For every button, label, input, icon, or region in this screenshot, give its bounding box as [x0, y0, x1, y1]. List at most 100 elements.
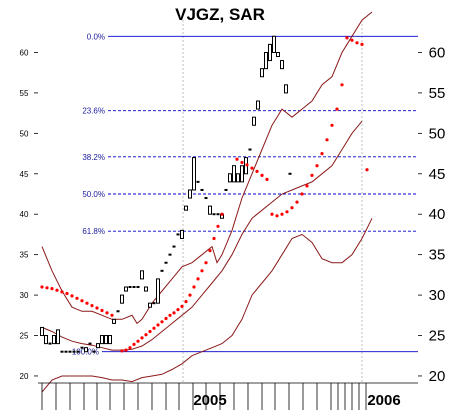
- sar-point: [45, 286, 49, 290]
- sar-point: [152, 326, 156, 330]
- sar-point: [280, 212, 284, 216]
- sar-point: [192, 285, 196, 289]
- sar-point: [124, 348, 128, 352]
- sar-point: [245, 163, 249, 167]
- sar-point: [164, 316, 168, 321]
- sar-point: [216, 224, 220, 228]
- sar-point: [315, 164, 319, 168]
- left-tick-label: 60: [20, 48, 29, 57]
- price-bar: [268, 43, 272, 62]
- fib-label: 50.0%: [82, 190, 105, 199]
- sar-point: [156, 323, 160, 327]
- sar-point: [55, 288, 59, 292]
- sar-point: [265, 177, 269, 181]
- price-bar: [80, 346, 84, 349]
- price-bar: [56, 329, 60, 345]
- price-bar: [88, 342, 92, 345]
- sar-point: [110, 313, 114, 317]
- price-bar: [252, 116, 256, 126]
- year-label: 2006: [367, 392, 400, 409]
- sar-point: [180, 304, 184, 308]
- price-bar: [236, 173, 240, 183]
- sar-point: [290, 206, 294, 210]
- sar-point: [100, 308, 104, 313]
- sar-point: [50, 287, 54, 291]
- left-tick-label: 45: [20, 170, 29, 179]
- sar-point: [300, 192, 304, 196]
- price-bar: [64, 350, 68, 353]
- right-tick-label: 20: [429, 368, 446, 385]
- price-bar: [92, 350, 96, 353]
- sar-point: [240, 160, 244, 165]
- upper-band-line: [41, 11, 373, 325]
- sar-point: [320, 152, 324, 156]
- sar-point: [270, 212, 274, 216]
- year-label: 2005: [193, 392, 226, 409]
- sar-point: [255, 169, 259, 173]
- price-bar: [196, 180, 200, 183]
- left-tick-label: 30: [20, 291, 29, 300]
- sar-point: [305, 184, 309, 188]
- price-bar: [132, 286, 136, 288]
- sar-point: [208, 249, 212, 253]
- sar-point: [350, 38, 354, 42]
- sar-point: [80, 299, 84, 303]
- right-tick-label: 60: [429, 44, 446, 61]
- sar-point: [90, 304, 94, 308]
- sar-point: [212, 236, 216, 241]
- right-tick-label: 45: [429, 166, 446, 183]
- price-bar: [148, 302, 152, 308]
- price-bar: [176, 233, 180, 236]
- price-bar: [188, 189, 192, 199]
- sar-point: [70, 294, 74, 298]
- price-bar: [48, 342, 52, 345]
- price-bar: [116, 310, 120, 313]
- price-bar: [160, 269, 164, 272]
- price-bar: [140, 270, 144, 280]
- right-tick-label: 35: [429, 247, 446, 264]
- sar-point: [75, 296, 79, 300]
- sar-point: [275, 214, 279, 218]
- sar-point: [140, 336, 144, 340]
- price-bar: [156, 278, 160, 304]
- price-bar: [224, 188, 228, 191]
- left-tick-label: 40: [20, 210, 29, 219]
- price-bar: [288, 172, 292, 175]
- sar-point: [40, 285, 44, 289]
- sar-point: [365, 168, 369, 172]
- fib-label: 61.8%: [82, 227, 105, 236]
- sar-point: [204, 261, 208, 265]
- sar-point: [196, 277, 200, 281]
- price-bar: [208, 205, 212, 215]
- sar-point: [188, 293, 192, 297]
- price-bar: [248, 148, 252, 151]
- sar-point: [285, 210, 289, 214]
- sar-point: [60, 290, 64, 294]
- sar-point: [120, 349, 124, 353]
- right-tick-label: 40: [429, 206, 446, 223]
- lower-band-line: [41, 218, 373, 393]
- sar-point: [128, 346, 132, 350]
- price-bar: [136, 286, 140, 288]
- sar-point: [85, 301, 89, 305]
- sar-point: [160, 320, 164, 324]
- price-bar: [124, 286, 128, 292]
- price-bar: [164, 261, 168, 264]
- price-bar: [40, 326, 44, 337]
- price-bar: [184, 205, 188, 211]
- right-tick-label: 55: [429, 85, 446, 102]
- price-bar: [152, 302, 156, 305]
- price-bar: [96, 343, 100, 349]
- price-bar: [52, 335, 56, 345]
- price-bar: [68, 350, 72, 353]
- fib-label: 0.0%: [87, 32, 105, 41]
- price-bar: [84, 347, 88, 353]
- left-tick-label: 35: [20, 251, 29, 260]
- sar-point: [220, 212, 224, 216]
- price-bar: [264, 51, 268, 70]
- sar-point: [335, 107, 339, 111]
- price-bar: [200, 188, 204, 191]
- sar-point: [330, 123, 334, 127]
- sar-point: [360, 42, 364, 47]
